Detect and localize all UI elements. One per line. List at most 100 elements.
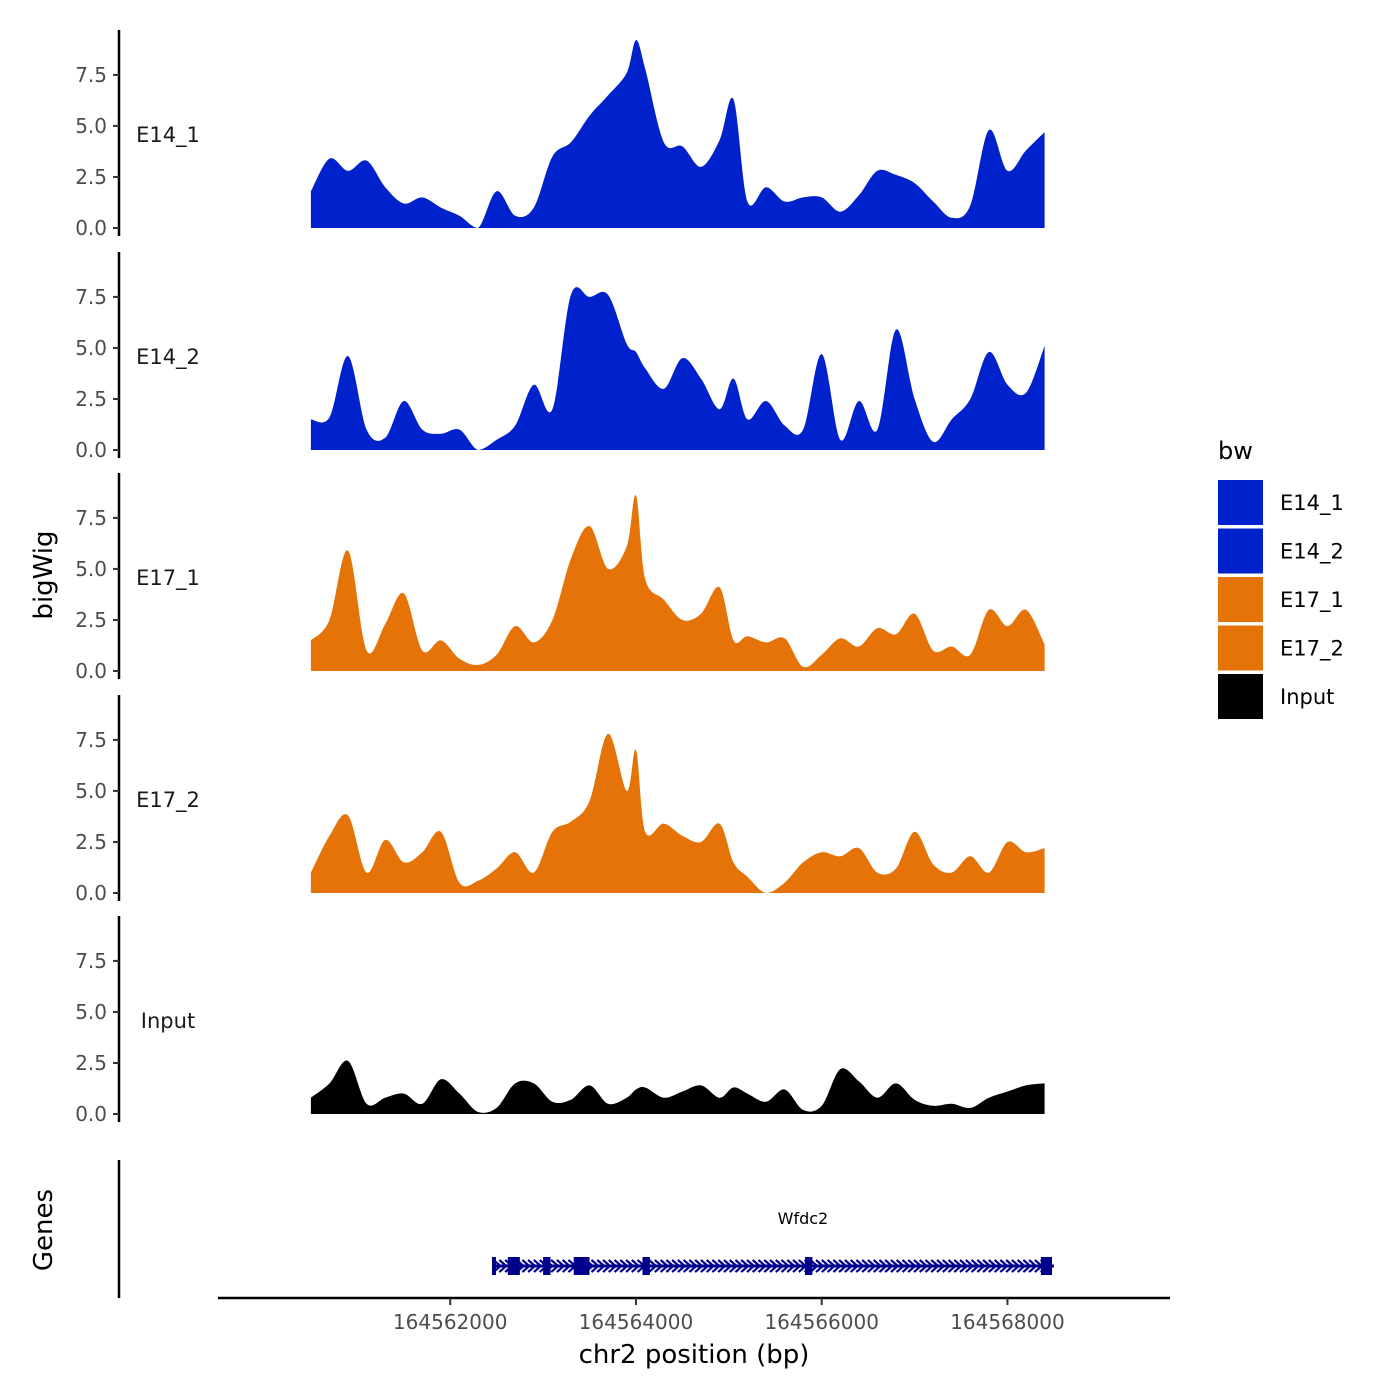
strand-arrow <box>498 1259 509 1273</box>
track-panel-e17-1: 0.0 2.5 5.0 7.5 E17_1 <box>75 473 1045 683</box>
y-tick-label: 2.5 <box>75 608 107 632</box>
legend-label: E14_2 <box>1280 540 1344 565</box>
strand-arrow <box>619 1259 629 1273</box>
strand-arrow <box>976 1259 986 1273</box>
track-panel-e17-2: 0.0 2.5 5.0 7.5 E17_2 <box>75 695 1045 905</box>
strand-arrow <box>867 1259 877 1273</box>
strand-arrow <box>982 1259 992 1273</box>
strand-arrow <box>930 1259 940 1273</box>
strand-arrow <box>694 1259 704 1273</box>
y-tick-label: 0.0 <box>75 659 107 683</box>
gene-exon <box>642 1257 650 1275</box>
strand-arrow <box>809 1259 819 1273</box>
strand-arrow <box>838 1259 848 1273</box>
strand-arrow <box>740 1259 750 1273</box>
x-tick-label: 164562000 <box>393 1310 508 1334</box>
gene-exon <box>507 1257 520 1275</box>
y-tick-label: 2.5 <box>75 165 107 189</box>
strand-arrow <box>993 1259 1004 1273</box>
y-tick-label: 0.0 <box>75 216 107 240</box>
strand-arrow <box>723 1259 733 1273</box>
gene-exon <box>1040 1257 1053 1275</box>
strand-arrow <box>659 1259 670 1273</box>
strand-arrow <box>849 1259 860 1273</box>
legend: bw E14_1 E14_2 E17_1 E17_2 Input <box>1218 437 1344 719</box>
strand-arrow <box>550 1259 560 1273</box>
y-axis-title: bigWig <box>29 530 59 619</box>
strand-arrow <box>965 1259 975 1273</box>
y-tick-label: 7.5 <box>75 63 107 87</box>
track-panel-input: 0.0 2.5 5.0 7.5 Input <box>75 916 1045 1126</box>
strand-arrow <box>705 1259 716 1273</box>
y-tick-label: 0.0 <box>75 1102 107 1126</box>
strand-arrow <box>959 1259 969 1273</box>
y-tick-label: 5.0 <box>75 336 107 360</box>
strand-arrow <box>625 1259 635 1273</box>
legend-title: bw <box>1218 437 1253 465</box>
strand-arrow <box>907 1259 917 1273</box>
strand-arrow <box>775 1259 785 1273</box>
strand-arrow <box>717 1259 727 1273</box>
strand-arrow <box>884 1259 894 1273</box>
legend-swatch <box>1218 625 1263 671</box>
strand-arrow <box>677 1259 687 1273</box>
coverage-area <box>310 40 1045 228</box>
legend-label: E17_2 <box>1280 637 1344 662</box>
coverage-area <box>310 1060 1045 1114</box>
strand-arrow <box>527 1259 537 1273</box>
strand-arrow <box>826 1259 837 1273</box>
strand-arrow <box>953 1259 963 1273</box>
strand-arrow <box>792 1259 802 1273</box>
gene-exon <box>543 1257 551 1275</box>
y-tick-label: 2.5 <box>75 1051 107 1075</box>
strand-arrow <box>878 1259 889 1273</box>
y-tick-label: 7.5 <box>75 728 107 752</box>
x-axis-title: chr2 position (bp) <box>579 1340 810 1370</box>
legend-swatch <box>1218 577 1263 622</box>
x-axis: 164562000 164564000 164566000 164568000 <box>218 1296 1170 1334</box>
strand-arrow <box>631 1259 641 1273</box>
strand-arrow <box>682 1259 693 1273</box>
strand-arrow <box>913 1259 923 1273</box>
strand-arrow <box>688 1259 699 1273</box>
legend-swatch <box>1218 674 1263 719</box>
y-tick-label: 0.0 <box>75 881 107 905</box>
coverage-area <box>310 733 1045 893</box>
strand-arrow <box>924 1259 935 1273</box>
strand-arrow <box>1028 1259 1038 1273</box>
x-tick-label: 164564000 <box>579 1310 694 1334</box>
y-tick-label: 7.5 <box>75 949 107 973</box>
strand-arrow <box>700 1259 710 1273</box>
strand-arrow <box>815 1259 825 1273</box>
strand-arrow <box>613 1259 624 1273</box>
strand-arrow <box>1005 1259 1015 1273</box>
strand-arrow <box>734 1259 745 1273</box>
strand-arrow <box>1016 1259 1027 1273</box>
strand-arrow <box>608 1259 618 1273</box>
legend-label: Input <box>1280 685 1334 709</box>
y-tick-label: 2.5 <box>75 830 107 854</box>
track-panels: 0.0 2.5 5.0 7.5 E14_1 0.0 2.5 5.0 7.5 E14_2 0.0 2.5… <box>75 30 1045 1126</box>
legend-swatch <box>1218 480 1263 525</box>
strand-arrow <box>1022 1259 1033 1273</box>
legend-label: E14_1 <box>1280 491 1344 516</box>
track-panel-e14-2: 0.0 2.5 5.0 7.5 E14_2 <box>75 252 1045 462</box>
track-label: E17_1 <box>136 566 200 591</box>
y-tick-label: 5.0 <box>75 114 107 138</box>
track-label: Input <box>141 1009 195 1033</box>
gene-exon <box>573 1257 590 1275</box>
y-tick-label: 5.0 <box>75 1000 107 1024</box>
strand-arrow <box>648 1259 658 1273</box>
strand-arrow <box>988 1259 998 1273</box>
strand-arrow <box>521 1259 532 1273</box>
strand-arrow <box>999 1259 1010 1273</box>
y-tick-label: 7.5 <box>75 285 107 309</box>
track-label: E14_2 <box>136 345 200 370</box>
gene-exon <box>804 1257 813 1275</box>
gene-name-label: Wfdc2 <box>778 1209 829 1228</box>
strand-arrow <box>895 1259 906 1273</box>
strand-arrow <box>901 1259 912 1273</box>
strand-arrow <box>596 1259 606 1273</box>
track-panel-e14-1: 0.0 2.5 5.0 7.5 E14_1 <box>75 30 1045 240</box>
strand-arrow <box>757 1259 768 1273</box>
